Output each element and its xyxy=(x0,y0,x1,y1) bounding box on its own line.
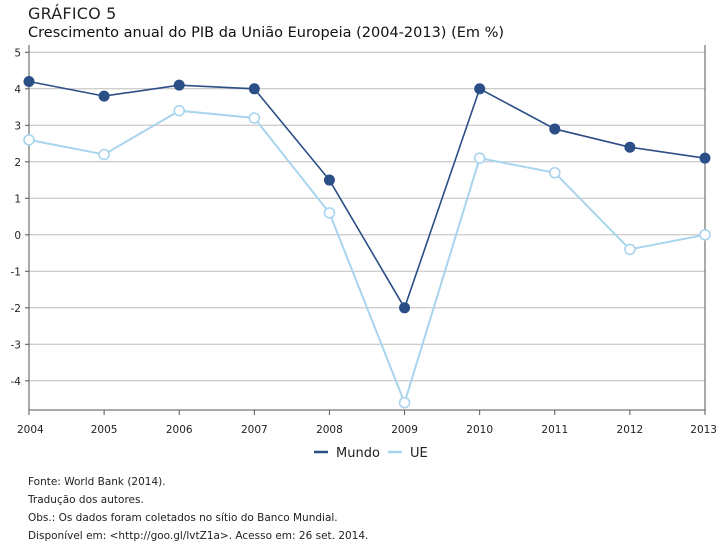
x-tick-label: 2012 xyxy=(617,424,644,436)
data-point-mundo xyxy=(248,83,260,95)
availability-note: Disponível em: <http://goo.gl/lvtZ1a>. A… xyxy=(28,530,369,542)
data-point-mundo xyxy=(624,141,636,153)
data-point-mundo xyxy=(399,302,411,314)
x-tick-label: 2008 xyxy=(316,424,343,436)
x-tick-label: 2004 xyxy=(17,424,44,436)
chart-title: Crescimento anual do PIB da União Europe… xyxy=(28,25,505,41)
y-tick-label: -3 xyxy=(11,339,21,351)
x-tick-label: 2009 xyxy=(391,424,418,436)
x-tick-label: 2013 xyxy=(690,424,717,436)
y-axis-tick-labels: 5 4 3 2 1 0 -1 -2 -3 -4 xyxy=(11,47,22,388)
data-point-mundo xyxy=(98,90,110,102)
data-point-mundo xyxy=(474,83,486,95)
data-point-mundo xyxy=(23,76,35,87)
y-tick-label: 0 xyxy=(14,230,21,242)
data-point-ue xyxy=(398,396,411,409)
legend-label-mundo: Mundo xyxy=(336,446,380,461)
figure-header: GRÁFICO 5 Crescimento anual do PIB da Un… xyxy=(28,4,504,42)
data-point-ue xyxy=(173,104,186,117)
data-point-mundo xyxy=(549,123,561,135)
data-series xyxy=(23,76,711,409)
data-point-ue xyxy=(23,134,35,146)
figure-kicker: GRÁFICO 5 xyxy=(28,4,117,23)
translation-note: Tradução dos autores. xyxy=(28,494,144,506)
data-point-mundo xyxy=(173,79,185,91)
data-point-mundo xyxy=(323,174,335,186)
data-point-ue xyxy=(323,207,336,219)
grid-lines xyxy=(29,51,705,382)
y-tick-label: -2 xyxy=(11,303,21,315)
x-tick-label: 2010 xyxy=(466,424,493,436)
y-tick-label: 3 xyxy=(14,120,21,132)
series-line-mundo xyxy=(28,80,706,310)
legend-label-ue: UE xyxy=(410,446,428,461)
y-tick-label: 1 xyxy=(14,193,21,205)
data-point-ue xyxy=(248,112,261,124)
legend: Mundo UE xyxy=(314,446,428,461)
y-tick-label: -1 xyxy=(11,266,21,278)
source-note: Fonte: World Bank (2014). xyxy=(28,476,166,488)
data-point-mundo xyxy=(699,152,711,164)
figure-notes: Fonte: World Bank (2014). Tradução dos a… xyxy=(28,473,368,545)
x-tick-label: 2006 xyxy=(166,424,193,436)
x-axis-tick-labels: 2004 2005 2006 2007 2008 2009 2010 2011 2012 2013 xyxy=(17,424,717,436)
y-tick-label: 4 xyxy=(14,84,21,96)
x-tick-label: 2007 xyxy=(241,424,268,436)
y-tick-label: -4 xyxy=(11,376,22,388)
obs-note: Obs.: Os dados foram coletados no sítio … xyxy=(28,512,338,524)
x-tick-label: 2005 xyxy=(91,424,118,436)
data-point-ue xyxy=(98,148,110,161)
axes xyxy=(25,45,706,415)
x-tick-label: 2011 xyxy=(541,424,568,436)
data-point-ue xyxy=(699,229,711,241)
series-line-ue xyxy=(28,109,706,406)
y-tick-label: 2 xyxy=(14,157,21,169)
data-point-ue xyxy=(548,166,561,179)
y-tick-label: 5 xyxy=(14,47,21,59)
data-point-ue xyxy=(624,243,636,256)
data-point-ue xyxy=(473,152,486,164)
